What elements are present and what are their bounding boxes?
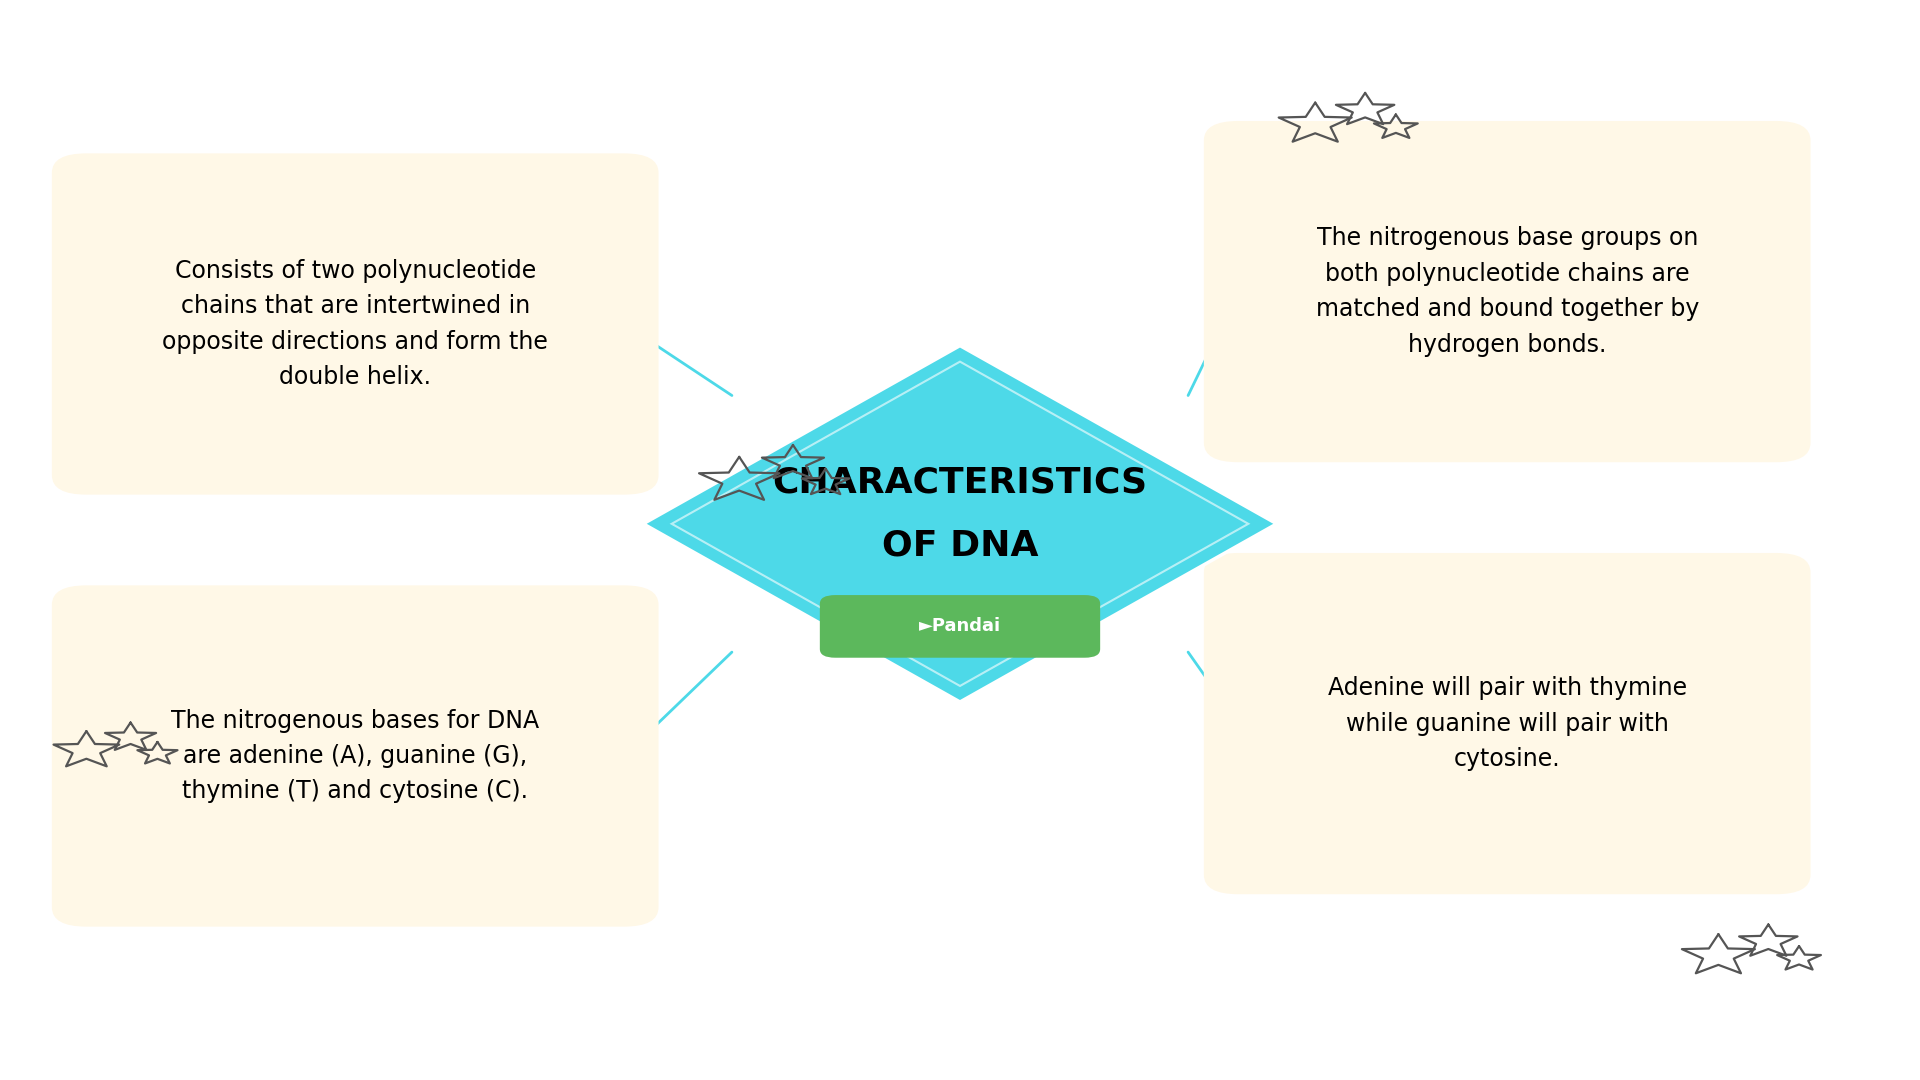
Text: OF DNA: OF DNA <box>881 528 1039 563</box>
Text: CHARACTERISTICS: CHARACTERISTICS <box>772 465 1148 500</box>
Text: ►Pandai: ►Pandai <box>920 618 1000 635</box>
Text: Adenine will pair with thymine
while guanine will pair with
cytosine.: Adenine will pair with thymine while gua… <box>1327 676 1688 771</box>
FancyBboxPatch shape <box>1204 121 1811 462</box>
FancyBboxPatch shape <box>820 595 1100 658</box>
Text: The nitrogenous bases for DNA
are adenine (A), guanine (G),
thymine (T) and cyto: The nitrogenous bases for DNA are adenin… <box>171 708 540 804</box>
FancyBboxPatch shape <box>52 153 659 495</box>
FancyBboxPatch shape <box>52 585 659 927</box>
FancyBboxPatch shape <box>1204 553 1811 894</box>
Text: Consists of two polynucleotide
chains that are intertwined in
opposite direction: Consists of two polynucleotide chains th… <box>163 259 547 389</box>
Text: The nitrogenous base groups on
both polynucleotide chains are
matched and bound : The nitrogenous base groups on both poly… <box>1315 227 1699 356</box>
Polygon shape <box>643 346 1277 702</box>
